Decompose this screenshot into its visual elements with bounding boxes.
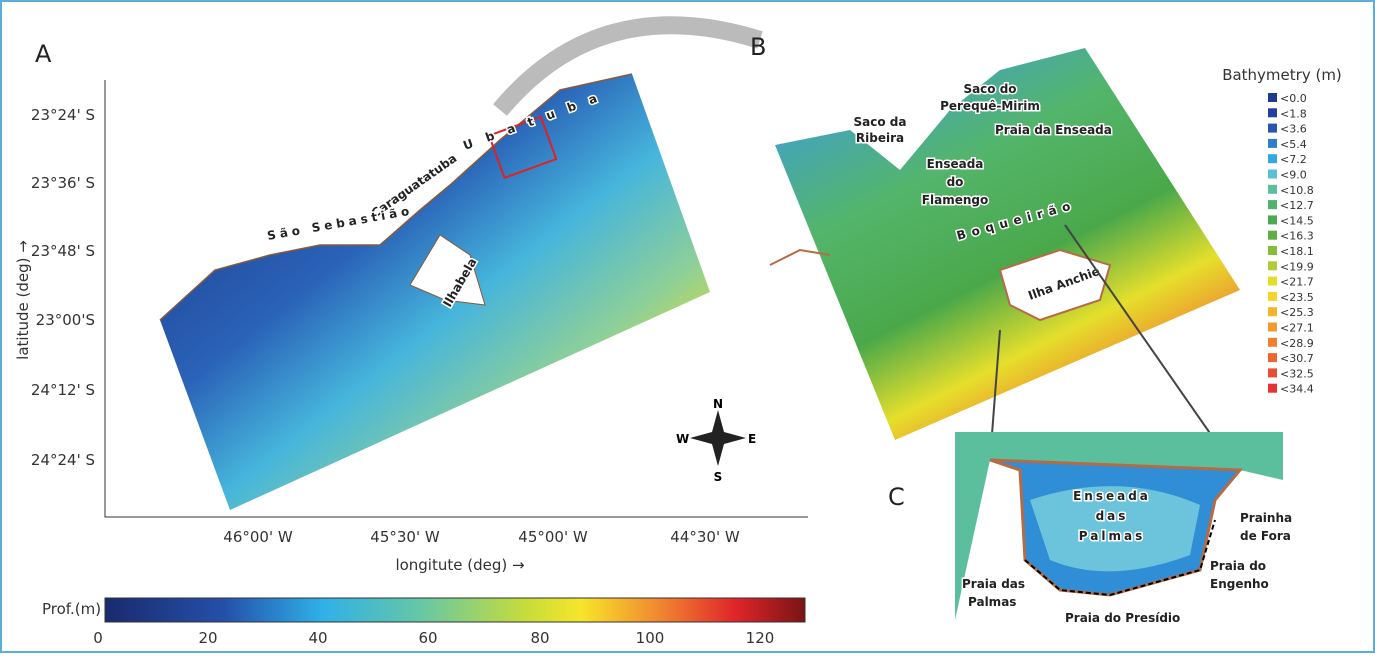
figure: A 23°24' S 23°36' S 23°48' S 23°00'S 24°… xyxy=(0,0,1375,653)
legend-swatch xyxy=(1268,261,1277,270)
compass-label: W xyxy=(676,432,689,446)
place-label: Palmas xyxy=(968,595,1016,609)
legend-swatch xyxy=(1268,185,1277,194)
legend-swatch xyxy=(1268,353,1277,362)
y-tick-label: 23°24' S xyxy=(31,106,95,124)
colorbar-label: Prof.(m) xyxy=(42,600,101,618)
colorbar-tick: 0 xyxy=(93,629,103,647)
colorbar xyxy=(105,598,805,622)
place-label: das xyxy=(1096,509,1129,523)
legend-label: <7.2 xyxy=(1280,153,1307,166)
compass-rose xyxy=(690,410,746,466)
legend-swatch xyxy=(1268,139,1277,148)
colorbar-tick: 100 xyxy=(636,629,665,647)
legend-label: <32.5 xyxy=(1280,367,1314,380)
x-tick-label: 46°00' W xyxy=(223,528,293,546)
compass-label: N xyxy=(713,397,723,411)
legend-swatch xyxy=(1268,93,1277,102)
compass-label: S xyxy=(714,470,723,484)
legend-label: <10.8 xyxy=(1280,184,1314,197)
legend-swatch xyxy=(1268,154,1277,163)
legend-label: <12.7 xyxy=(1280,199,1314,212)
colorbar-tick: 20 xyxy=(198,629,217,647)
panel-label: B xyxy=(750,33,766,61)
legend-label: <0.0 xyxy=(1280,92,1307,105)
colorbar-tick: 40 xyxy=(308,629,327,647)
legend-swatch xyxy=(1268,231,1277,240)
legend-swatch xyxy=(1268,246,1277,255)
panel-label: A xyxy=(35,40,52,68)
legend-label: <1.8 xyxy=(1280,107,1307,120)
legend-label: <16.3 xyxy=(1280,230,1314,243)
legend-label: <14.5 xyxy=(1280,214,1314,227)
legend-swatch xyxy=(1268,124,1277,133)
legend-swatch xyxy=(1268,307,1277,316)
y-tick-label: 24°24' S xyxy=(31,451,95,469)
legend-label: <9.0 xyxy=(1280,169,1307,182)
place-label: Praia do Presídio xyxy=(1065,611,1180,625)
legend-label: <27.1 xyxy=(1280,322,1314,335)
legend-label: <18.1 xyxy=(1280,245,1314,258)
legend-label: <23.5 xyxy=(1280,291,1314,304)
place-label: Praia da Enseada xyxy=(995,123,1112,137)
legend-swatch xyxy=(1268,277,1277,286)
legend-label: <28.9 xyxy=(1280,337,1314,350)
legend-swatch xyxy=(1268,292,1277,301)
place-label: Enseada xyxy=(927,157,984,171)
legend-swatch xyxy=(1268,384,1277,393)
place-label: de Fora xyxy=(1240,529,1291,543)
colorbar-tick: 60 xyxy=(418,629,437,647)
colorbar-tick: 80 xyxy=(530,629,549,647)
x-tick-label: 45°00' W xyxy=(518,528,588,546)
legend-label: <30.7 xyxy=(1280,352,1314,365)
legend-title: Bathymetry (m) xyxy=(1222,66,1342,84)
legend-label: <21.7 xyxy=(1280,276,1314,289)
place-label: Saco da xyxy=(854,115,907,129)
x-axis-label: longitute (deg) → xyxy=(395,556,524,574)
panel-label: C xyxy=(888,483,905,511)
legend-label: <3.6 xyxy=(1280,123,1307,136)
y-axis-label: latitude (deg) → xyxy=(14,240,32,360)
place-label: Praia das xyxy=(962,577,1025,591)
legend-swatch xyxy=(1268,108,1277,117)
place-label: Ribeira xyxy=(856,131,904,145)
y-tick-label: 23°48' S xyxy=(31,242,95,260)
place-label: Enseada xyxy=(1073,489,1151,503)
colorbar-tick: 120 xyxy=(746,629,775,647)
place-label: Saco do xyxy=(963,82,1016,96)
place-label: Prainha xyxy=(1240,511,1292,525)
place-label: Flamengo xyxy=(922,193,988,207)
legend-swatch xyxy=(1268,200,1277,209)
y-tick-label: 24°12' S xyxy=(31,381,95,399)
place-label: Praia do xyxy=(1210,559,1266,573)
place-label: Engenho xyxy=(1210,577,1269,591)
y-tick-label: 23°36' S xyxy=(31,174,95,192)
x-tick-label: 44°30' W xyxy=(670,528,740,546)
y-tick-label: 23°00'S xyxy=(36,311,95,329)
legend-swatch xyxy=(1268,170,1277,179)
legend-swatch xyxy=(1268,323,1277,332)
place-label: Palmas xyxy=(1079,529,1145,543)
legend-swatch xyxy=(1268,338,1277,347)
legend-swatch xyxy=(1268,368,1277,377)
legend-label: <34.4 xyxy=(1280,383,1314,396)
legend-label: <5.4 xyxy=(1280,138,1307,151)
place-label: do xyxy=(947,175,964,189)
legend-label: <25.3 xyxy=(1280,306,1314,319)
legend: <0.0 <1.8 <3.6 <5.4 <7.2 <9.0 <10.8 <12.7 <14.5 <… xyxy=(1268,92,1314,396)
legend-label: <19.9 xyxy=(1280,260,1314,273)
legend-swatch xyxy=(1268,215,1277,224)
x-tick-label: 45°30' W xyxy=(370,528,440,546)
place-label: Perequê-Mirim xyxy=(940,99,1040,113)
compass-label: E xyxy=(748,432,756,446)
